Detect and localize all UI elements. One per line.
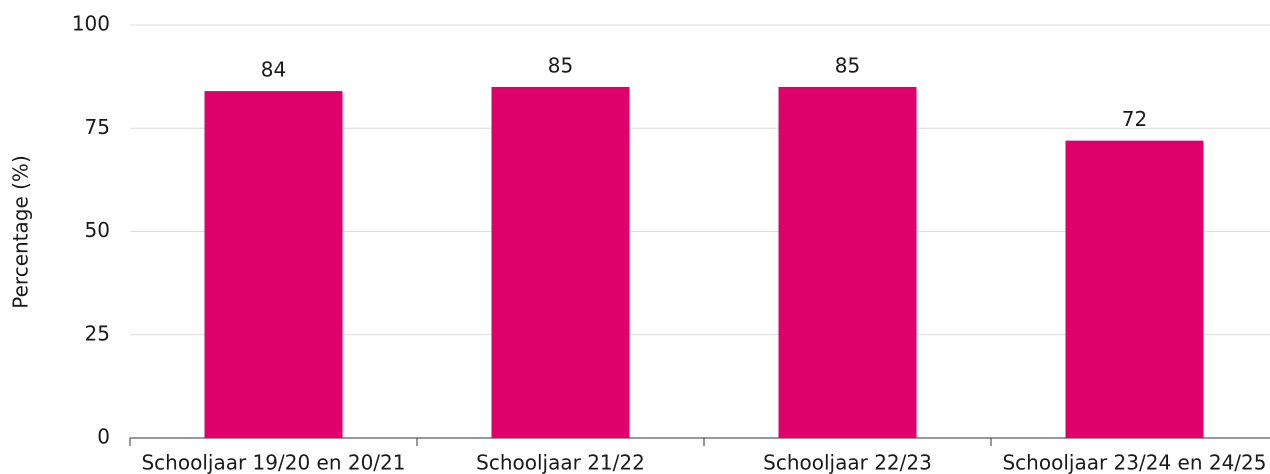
y-axis-label: Percentage (%) <box>9 155 33 308</box>
data-label: 72 <box>1122 107 1147 131</box>
data-label: 84 <box>261 58 286 82</box>
y-tick-label: 50 <box>85 218 110 242</box>
data-label: 85 <box>548 53 573 77</box>
y-tick-label: 25 <box>85 321 110 345</box>
bar <box>491 86 630 438</box>
bar <box>778 86 917 438</box>
data-label: 85 <box>835 53 860 77</box>
bar <box>204 91 343 438</box>
y-tick-label: 75 <box>85 115 110 139</box>
x-tick-label: Schooljaar 19/20 en 20/21 <box>141 451 405 474</box>
x-tick-label: Schooljaar 21/22 <box>476 451 645 474</box>
x-tick-label: Schooljaar 22/23 <box>763 451 932 474</box>
x-tick-label: Schooljaar 23/24 en 24/25 <box>1002 451 1266 474</box>
y-tick-label: 0 <box>97 425 110 449</box>
bar <box>1065 140 1204 438</box>
y-tick-label: 100 <box>72 12 110 36</box>
